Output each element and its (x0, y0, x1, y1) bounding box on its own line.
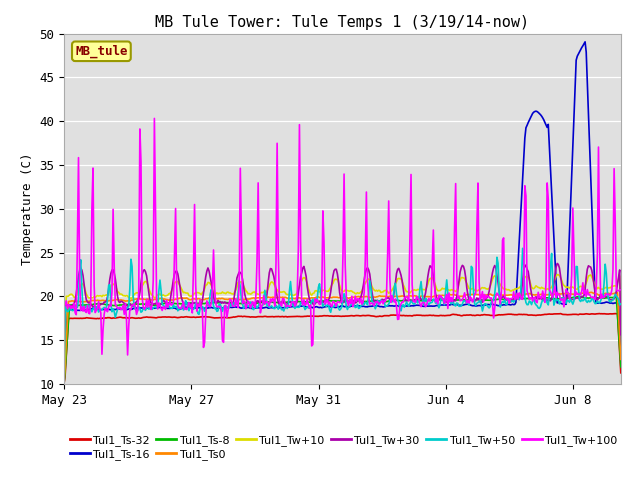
Text: MB_tule: MB_tule (75, 45, 127, 58)
Title: MB Tule Tower: Tule Temps 1 (3/19/14-now): MB Tule Tower: Tule Temps 1 (3/19/14-now… (156, 15, 529, 30)
Legend: Tul1_Ts-32, Tul1_Ts-16, Tul1_Ts-8, Tul1_Ts0, Tul1_Tw+10, Tul1_Tw+30, Tul1_Tw+50,: Tul1_Ts-32, Tul1_Ts-16, Tul1_Ts-8, Tul1_… (70, 435, 617, 460)
Y-axis label: Temperature (C): Temperature (C) (20, 153, 34, 265)
